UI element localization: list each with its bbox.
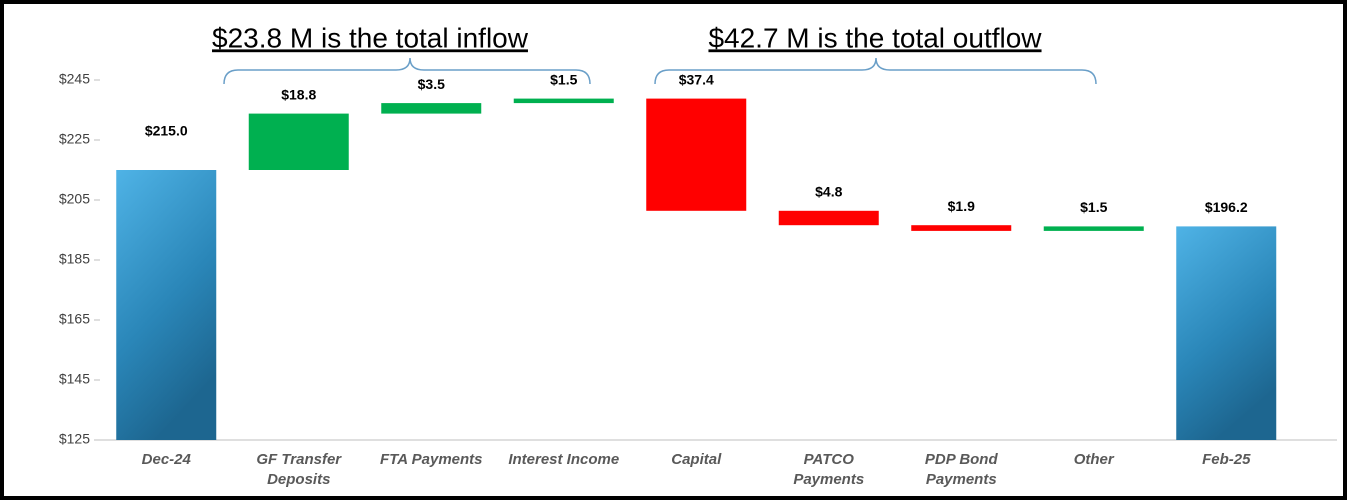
x-tick-label: Dec-24 [141,451,191,468]
outflow-bracket [654,57,1097,85]
x-tick-label: PATCO Payments [793,451,865,488]
y-tick-label: $145 [59,371,90,387]
x-tick-label: Other [1073,451,1114,468]
x-tick-label: GF Transfer Deposits [256,451,342,488]
bar [778,210,879,226]
data-label: $1.9 [948,198,975,214]
bar [248,113,349,170]
x-tick-label: PDP Bond Payments [924,451,998,488]
y-tick-label: $225 [59,131,90,147]
chart: $23.8 M is the total inflow $42.7 M is t… [59,22,1337,447]
inflow-annotation: $23.8 M is the total inflow [212,22,529,53]
data-label: $18.8 [281,86,316,102]
bar [911,225,1012,231]
bar [646,98,747,211]
y-tick-label: $125 [59,431,90,447]
y-tick-label: $165 [59,311,90,327]
x-tick-label: FTA Payments [379,451,483,468]
bar [116,170,217,440]
x-tick-label: Feb-25 [1202,451,1251,468]
data-label: $3.5 [418,76,445,92]
y-tick-label: $245 [59,71,90,87]
y-tick-label: $185 [59,251,90,267]
outflow-annotation: $42.7 M is the total outflow [708,22,1042,53]
y-tick-label: $205 [59,191,90,207]
data-label: $4.8 [815,184,842,200]
bar [1043,226,1144,231]
data-label: $1.5 [550,71,577,87]
x-tick-label: Capital [671,451,722,468]
data-label: $215.0 [145,123,188,139]
inflow-bracket [223,57,591,85]
data-label: $196.2 [1205,199,1248,215]
x-tick-label: Interest Income [508,451,620,468]
bar [513,98,614,104]
bar [381,103,482,114]
data-label: $1.5 [1080,199,1107,215]
bar [1176,226,1277,440]
data-label: $37.4 [679,71,714,87]
